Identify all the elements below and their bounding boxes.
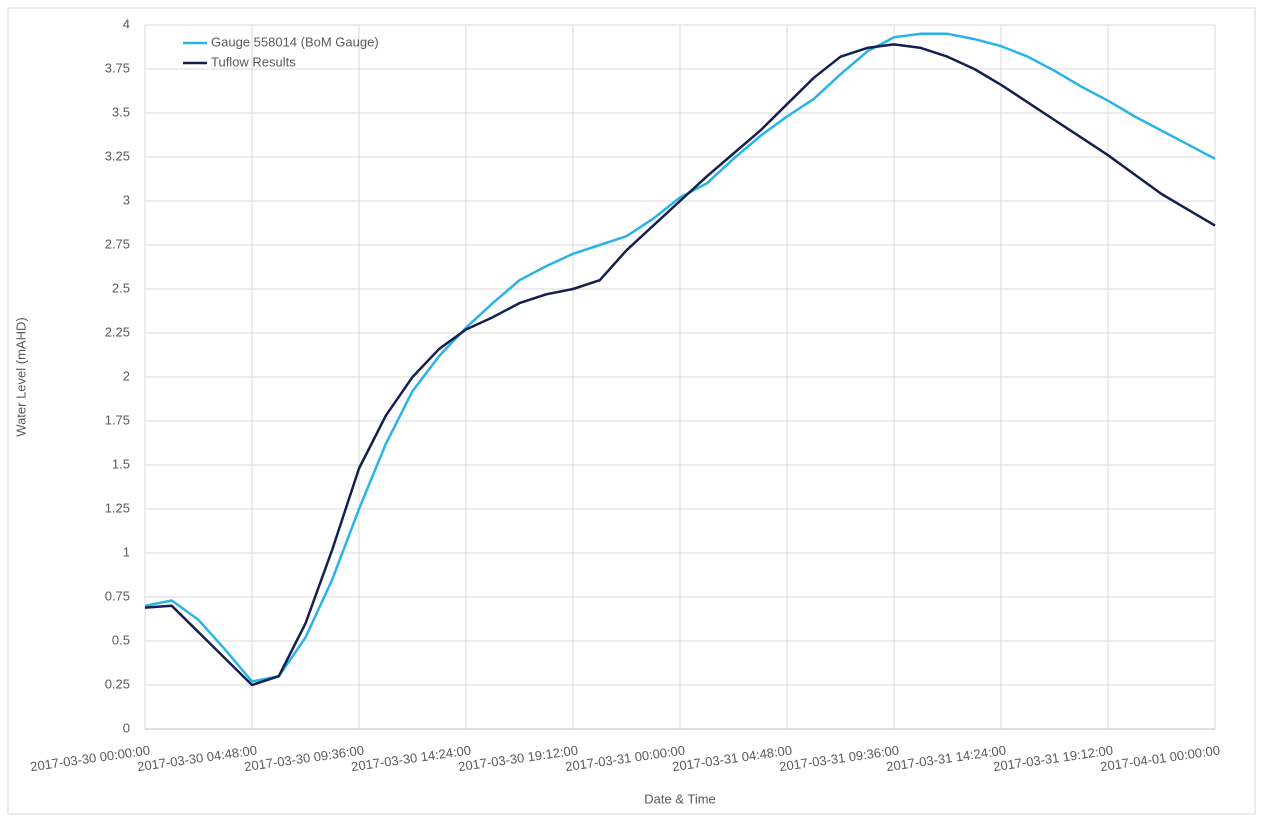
- y-tick-label: 2: [123, 368, 130, 383]
- y-tick-label: 0: [123, 720, 130, 735]
- y-tick-label: 3: [123, 192, 130, 207]
- y-tick-label: 1: [123, 544, 130, 559]
- legend-label: Gauge 558014 (BoM Gauge): [211, 34, 379, 49]
- x-axis-label: Date & Time: [644, 791, 716, 806]
- y-axis-label: Water Level (mAHD): [13, 317, 28, 436]
- y-tick-label: 2.5: [112, 280, 130, 295]
- y-tick-label: 3.5: [112, 104, 130, 119]
- y-tick-label: 1.75: [105, 412, 130, 427]
- y-tick-label: 2.25: [105, 324, 130, 339]
- y-tick-label: 0.5: [112, 632, 130, 647]
- y-tick-label: 3.25: [105, 148, 130, 163]
- y-tick-label: 2.75: [105, 236, 130, 251]
- y-tick-label: 4: [123, 16, 130, 31]
- y-tick-label: 0.75: [105, 588, 130, 603]
- y-tick-label: 0.25: [105, 676, 130, 691]
- legend-label: Tuflow Results: [211, 54, 296, 69]
- series-line: [144, 43, 1216, 687]
- series-line: [144, 32, 1216, 683]
- y-tick-label: 1.25: [105, 500, 130, 515]
- chart-border: [7, 7, 1256, 815]
- y-tick-label: 1.5: [112, 456, 130, 471]
- y-tick-label: 3.75: [105, 60, 130, 75]
